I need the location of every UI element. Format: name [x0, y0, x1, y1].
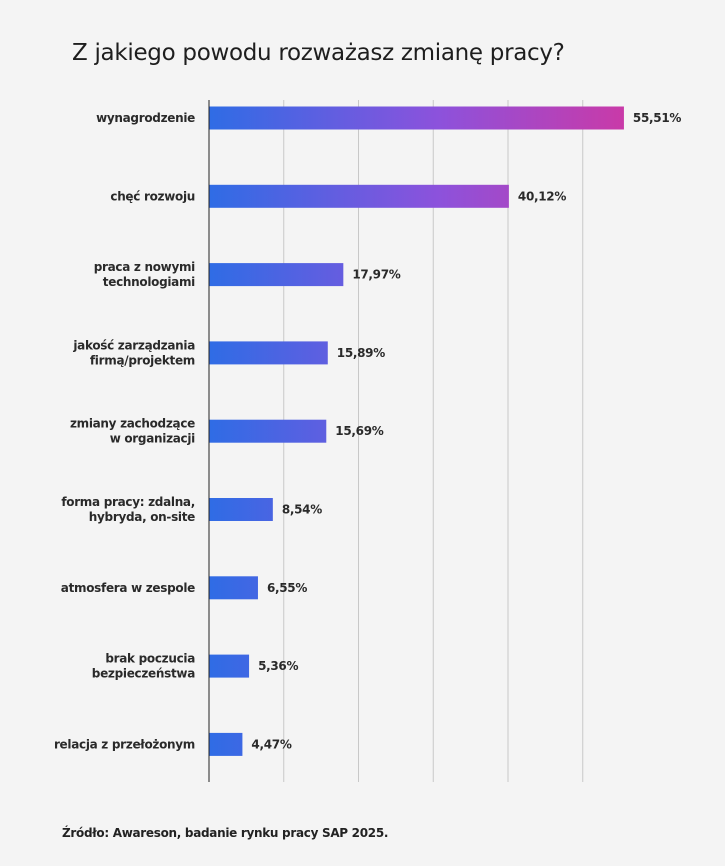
- data-label: 6,55%: [267, 581, 307, 595]
- category-label: zmiany zachodzące w organizacji: [70, 417, 195, 446]
- bar: [209, 419, 327, 443]
- data-label: 4,47%: [251, 737, 291, 751]
- data-label: 17,97%: [352, 268, 400, 282]
- bar: [209, 498, 273, 521]
- category-label: relacja z przełożonym: [54, 737, 195, 751]
- bar: [209, 106, 624, 130]
- data-label: 40,12%: [518, 189, 566, 203]
- data-label: 15,89%: [337, 346, 385, 360]
- bar: [209, 263, 344, 287]
- category-label: chęć rozwoju: [110, 189, 195, 203]
- data-label: 55,51%: [633, 111, 681, 125]
- chart-title: Z jakiego powodu rozważasz zmianę pracy?: [72, 40, 565, 66]
- category-label: wynagrodzenie: [96, 111, 195, 125]
- data-label: 5,36%: [258, 659, 298, 673]
- category-label: praca z nowymi technologiami: [94, 260, 195, 289]
- category-label: atmosfera w zespole: [61, 581, 195, 595]
- category-label: jakość zarządzania firmą/projektem: [72, 338, 195, 367]
- bar: [209, 732, 243, 756]
- bar: [209, 654, 250, 678]
- data-label: 15,69%: [335, 424, 383, 438]
- data-label: 8,54%: [282, 503, 322, 517]
- bar: [209, 184, 509, 208]
- bar: [209, 341, 328, 365]
- bar: [209, 576, 258, 600]
- category-label: brak poczucia bezpieczeństwa: [92, 652, 195, 681]
- category-label: forma pracy: zdalna, hybryda, on-site: [61, 495, 195, 524]
- source-note: Źródło: Awareson, badanie rynku pracy SA…: [62, 826, 389, 840]
